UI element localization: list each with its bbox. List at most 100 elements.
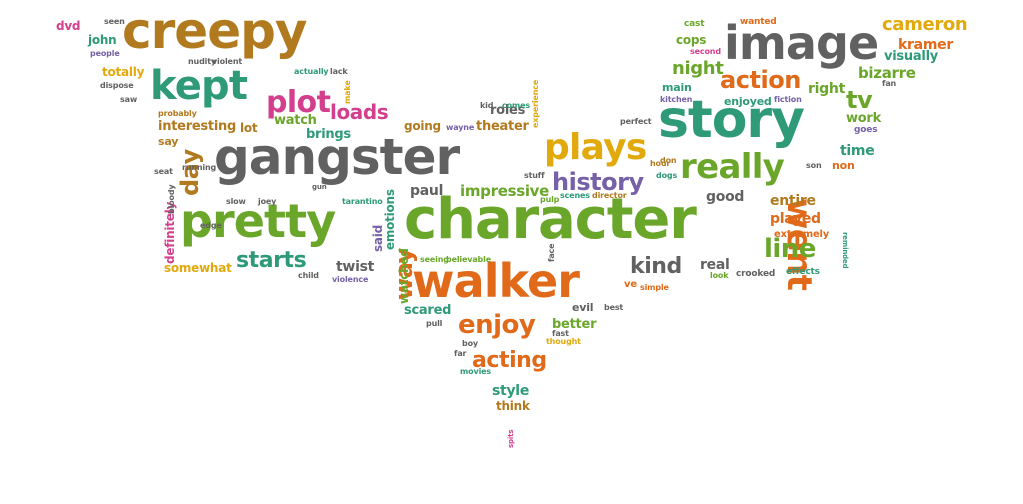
word-played: played [770, 211, 821, 227]
word-kitchen: kitchen [660, 95, 693, 104]
word-right: right [808, 81, 845, 97]
word-kramer: kramer [898, 37, 953, 53]
word-seat: seat [154, 167, 173, 176]
word-second: second [690, 47, 721, 56]
word-tv: tv [846, 86, 873, 114]
word-plays: plays [544, 127, 647, 168]
word-gangster: gangster [214, 128, 460, 186]
word-really: really [680, 147, 785, 187]
word-character: character [404, 187, 697, 252]
word-visually: visually [884, 49, 939, 64]
word-child: child [298, 271, 319, 280]
word-simple: simple [640, 283, 669, 292]
word-cops: cops [676, 33, 707, 47]
word-hour: hour [650, 159, 671, 168]
word-wayne: wayne [446, 123, 475, 132]
word-kept: kept [150, 63, 248, 109]
word-director: director [592, 191, 627, 200]
word-line: line [764, 234, 816, 264]
word-scared: scared [404, 303, 452, 318]
word-brings: brings [306, 127, 351, 142]
word-far: far [454, 349, 467, 358]
word-loads: loads [330, 100, 389, 124]
word-interesting: interesting [158, 119, 237, 134]
word-story: story [658, 90, 805, 150]
word-fan: fan [882, 79, 897, 88]
word-john: john [88, 33, 117, 47]
word-lot: lot [240, 121, 258, 135]
word-creepy: creepy [122, 2, 308, 60]
word-emotions: emotions [383, 189, 397, 250]
word-say: say [158, 135, 179, 148]
word-nudity: nudity [188, 57, 216, 66]
word-thought: thought [546, 337, 581, 346]
word-history: history [552, 168, 644, 196]
word-slow: slow [226, 197, 246, 206]
word-gun: gun [312, 183, 327, 191]
word-ve: ve [624, 279, 637, 290]
word-look: look [710, 271, 729, 280]
word-pull: pull [426, 319, 443, 328]
word-night: night [672, 58, 724, 79]
word-goes: goes [854, 125, 878, 135]
word-dogs: dogs [656, 171, 678, 180]
word-roles: roles [490, 103, 526, 118]
word-walker: walker [412, 254, 580, 308]
word-think: think [496, 399, 530, 413]
word-lack: lack [330, 67, 348, 76]
word-time: time [840, 143, 875, 159]
word-non: non [832, 159, 855, 172]
word-wanted: wanted [740, 17, 777, 27]
word-bloody: bloody [167, 184, 176, 214]
word-stuff: stuff [524, 171, 545, 180]
word-pretty: pretty [180, 194, 336, 248]
word-make: make [343, 80, 352, 104]
word-spits: spits [507, 429, 515, 448]
word-son: son [806, 161, 822, 170]
word-said: said [371, 225, 385, 252]
word-starts: starts [236, 248, 307, 273]
word-style: style [492, 383, 530, 399]
word-acting: acting [472, 348, 547, 373]
word-kid: kid [480, 101, 494, 110]
word-entire: entire [770, 193, 816, 209]
word-better: better [552, 317, 597, 332]
word-work: work [846, 111, 881, 126]
word-good: good [706, 189, 745, 205]
word-evil: evil [572, 301, 594, 314]
word-paul: paul [410, 183, 444, 199]
word-cast: cast [684, 19, 705, 29]
word-edge: edge [200, 221, 222, 230]
word-seen: seen [104, 17, 125, 26]
word-effects: effects [786, 267, 820, 277]
word-real: real [700, 257, 730, 273]
word-saw: saw [120, 95, 138, 104]
word-running: running [182, 163, 217, 172]
word-violent: violent [212, 57, 243, 66]
word-scenes: scenes [560, 191, 590, 200]
word-experience: experience [531, 79, 540, 128]
word-best: best [604, 303, 624, 312]
word-bizarre: bizarre [858, 64, 916, 82]
word-watched: watched [397, 248, 411, 304]
word-joey: joey [258, 197, 277, 206]
word-watch: watch [274, 113, 317, 128]
word-day: day [176, 149, 204, 196]
word-fast: fast [552, 329, 569, 338]
word-theater: theater [476, 119, 529, 134]
word-totally: totally [102, 65, 145, 79]
word-fiction: fiction [774, 95, 802, 104]
word-believable: believable [446, 255, 491, 264]
word-don: don [660, 156, 677, 165]
word-enjoyed: enjoyed [724, 95, 772, 108]
word-action: action [720, 66, 801, 94]
word-dispose: dispose [100, 81, 134, 90]
word-actually: actually [294, 67, 329, 76]
word-violence: violence [332, 275, 369, 284]
word-image: image [724, 16, 879, 70]
word-twist: twist [336, 259, 375, 275]
word-kind: kind [630, 254, 682, 279]
word-comes: comes [502, 101, 530, 110]
word-reminded: reminded [841, 232, 849, 269]
